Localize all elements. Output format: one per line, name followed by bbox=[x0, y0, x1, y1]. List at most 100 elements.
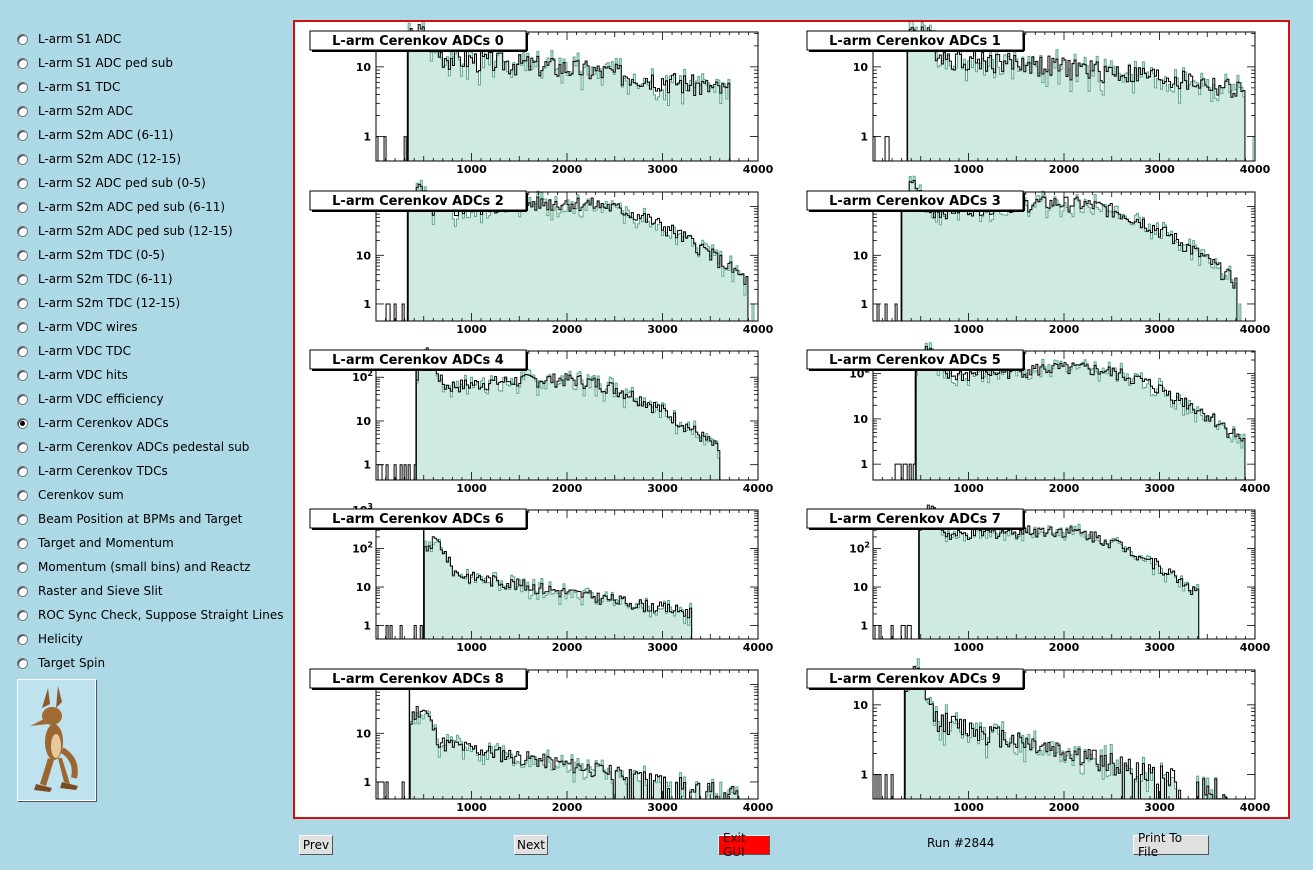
y-tick-label: 1 bbox=[860, 769, 868, 782]
radio-button[interactable] bbox=[17, 249, 28, 261]
y-tick-label: 1 bbox=[363, 620, 371, 633]
radio-button[interactable] bbox=[17, 153, 28, 165]
radio-button[interactable] bbox=[17, 345, 28, 357]
radio-button[interactable] bbox=[17, 57, 28, 69]
radio-button[interactable] bbox=[17, 585, 28, 597]
option-label: Cerenkov sum bbox=[38, 488, 124, 502]
x-tick-label: 1000 bbox=[953, 482, 984, 495]
radio-button[interactable] bbox=[17, 393, 28, 405]
histogram-option[interactable]: L-arm VDC hits bbox=[17, 365, 128, 385]
x-tick-label: 1000 bbox=[953, 801, 984, 814]
histogram-option[interactable]: L-arm S2m ADC ped sub (12-15) bbox=[17, 221, 233, 241]
histogram-option[interactable]: L-arm S1 TDC bbox=[17, 77, 120, 97]
radio-button[interactable] bbox=[17, 465, 28, 477]
radio-button[interactable] bbox=[17, 81, 28, 93]
histogram-option[interactable]: L-arm Cerenkov TDCs bbox=[17, 461, 168, 481]
x-tick-label: 1000 bbox=[456, 163, 487, 176]
x-tick-label: 3000 bbox=[1144, 641, 1175, 654]
histogram-option[interactable]: Helicity bbox=[17, 629, 83, 649]
radio-button[interactable] bbox=[17, 297, 28, 309]
radio-button[interactable] bbox=[17, 369, 28, 381]
y-tick-label: 102 bbox=[352, 541, 373, 556]
option-label: L-arm S2m ADC ped sub (12-15) bbox=[38, 224, 233, 238]
histogram-option[interactable]: L-arm S2m ADC (12-15) bbox=[17, 149, 181, 169]
histogram-option[interactable]: L-arm S2m TDC (6-11) bbox=[17, 269, 173, 289]
series-current-line bbox=[376, 347, 758, 481]
radio-button[interactable] bbox=[17, 321, 28, 333]
histogram-option[interactable]: L-arm S1 ADC bbox=[17, 29, 121, 49]
prev-button[interactable]: Prev bbox=[299, 835, 333, 855]
option-label: L-arm Cerenkov TDCs bbox=[38, 464, 168, 478]
histogram-option[interactable]: L-arm VDC TDC bbox=[17, 341, 131, 361]
histogram-option[interactable]: L-arm S2m TDC (0-5) bbox=[17, 245, 165, 265]
series-fill bbox=[873, 342, 1255, 480]
y-tick-label: 10 bbox=[853, 699, 869, 712]
radio-button[interactable] bbox=[17, 177, 28, 189]
radio-button[interactable] bbox=[17, 633, 28, 645]
radio-button[interactable] bbox=[17, 657, 28, 669]
radio-button[interactable] bbox=[17, 273, 28, 285]
radio-button[interactable] bbox=[17, 441, 28, 453]
histogram-title: L-arm Cerenkov ADCs 7 bbox=[829, 512, 1001, 527]
histogram-option[interactable]: ROC Sync Check, Suppose Straight Lines bbox=[17, 605, 283, 625]
x-tick-label: 2000 bbox=[1049, 163, 1080, 176]
histogram-option[interactable]: L-arm VDC efficiency bbox=[17, 389, 164, 409]
radio-button[interactable] bbox=[17, 129, 28, 141]
option-label: L-arm Cerenkov ADCs bbox=[38, 416, 169, 430]
radio-button[interactable] bbox=[17, 417, 28, 429]
radio-button[interactable] bbox=[17, 33, 28, 45]
y-tick-label: 1 bbox=[860, 458, 868, 471]
histogram-option[interactable]: Momentum (small bins) and Reactz bbox=[17, 557, 250, 577]
histogram-option[interactable]: Beam Position at BPMs and Target bbox=[17, 509, 242, 529]
coyote-mascot-icon[interactable] bbox=[17, 679, 96, 801]
radio-button[interactable] bbox=[17, 201, 28, 213]
histogram-option[interactable]: Target Spin bbox=[17, 653, 105, 673]
radio-button[interactable] bbox=[17, 513, 28, 525]
histogram-option[interactable]: L-arm S2m ADC (6-11) bbox=[17, 125, 173, 145]
print-to-file-button[interactable]: Print To File bbox=[1133, 831, 1209, 859]
histogram-option[interactable]: L-arm S2m ADC bbox=[17, 101, 133, 121]
option-label: L-arm S2m ADC bbox=[38, 104, 133, 118]
radio-button[interactable] bbox=[17, 609, 28, 621]
next-button[interactable]: Next bbox=[514, 835, 548, 855]
option-label: Target and Momentum bbox=[38, 536, 174, 550]
option-label: Momentum (small bins) and Reactz bbox=[38, 560, 251, 574]
histogram-option[interactable]: L-arm Cerenkov ADCs bbox=[17, 413, 169, 433]
x-tick-label: 3000 bbox=[647, 801, 678, 814]
y-tick-label: 10 bbox=[356, 61, 372, 74]
y-tick-label: 1 bbox=[860, 298, 868, 311]
histogram-option[interactable]: Cerenkov sum bbox=[17, 485, 124, 505]
series-current-line bbox=[376, 536, 758, 640]
x-tick-label: 2000 bbox=[552, 163, 583, 176]
option-label: L-arm VDC hits bbox=[38, 368, 128, 382]
x-tick-label: 4000 bbox=[1240, 641, 1271, 654]
x-tick-label: 4000 bbox=[1240, 801, 1271, 814]
histogram-option[interactable]: L-arm S1 ADC ped sub bbox=[17, 53, 173, 73]
histogram-option[interactable]: L-arm Cerenkov ADCs pedestal sub bbox=[17, 437, 249, 457]
histogram-option[interactable]: L-arm S2 ADC ped sub (0-5) bbox=[17, 173, 206, 193]
series-current-line bbox=[873, 665, 1255, 800]
radio-button[interactable] bbox=[17, 105, 28, 117]
histogram-title: L-arm Cerenkov ADCs 0 bbox=[332, 34, 504, 49]
y-tick-label: 10 bbox=[356, 581, 372, 594]
histogram-title: L-arm Cerenkov ADCs 8 bbox=[332, 672, 504, 687]
x-tick-label: 4000 bbox=[1240, 323, 1271, 336]
option-label: Beam Position at BPMs and Target bbox=[38, 512, 243, 526]
series-fill bbox=[376, 180, 758, 321]
x-tick-label: 1000 bbox=[456, 482, 487, 495]
histogram-option[interactable]: Target and Momentum bbox=[17, 533, 174, 553]
exit-gui-button[interactable]: Exit GUI bbox=[718, 831, 770, 859]
radio-button[interactable] bbox=[17, 561, 28, 573]
histogram-option[interactable]: L-arm S2m ADC ped sub (6-11) bbox=[17, 197, 225, 217]
option-label: L-arm VDC wires bbox=[38, 320, 138, 334]
option-label: Raster and Sieve Slit bbox=[38, 584, 163, 598]
radio-button[interactable] bbox=[17, 489, 28, 501]
radio-button[interactable] bbox=[17, 225, 28, 237]
histogram-option[interactable]: L-arm S2m TDC (12-15) bbox=[17, 293, 180, 313]
option-label: L-arm S2 ADC ped sub (0-5) bbox=[38, 176, 206, 190]
histogram-option[interactable]: Raster and Sieve Slit bbox=[17, 581, 163, 601]
series-fill bbox=[376, 349, 758, 480]
histogram-option[interactable]: L-arm VDC wires bbox=[17, 317, 137, 337]
option-label: L-arm S2m TDC (12-15) bbox=[38, 296, 181, 310]
radio-button[interactable] bbox=[17, 537, 28, 549]
